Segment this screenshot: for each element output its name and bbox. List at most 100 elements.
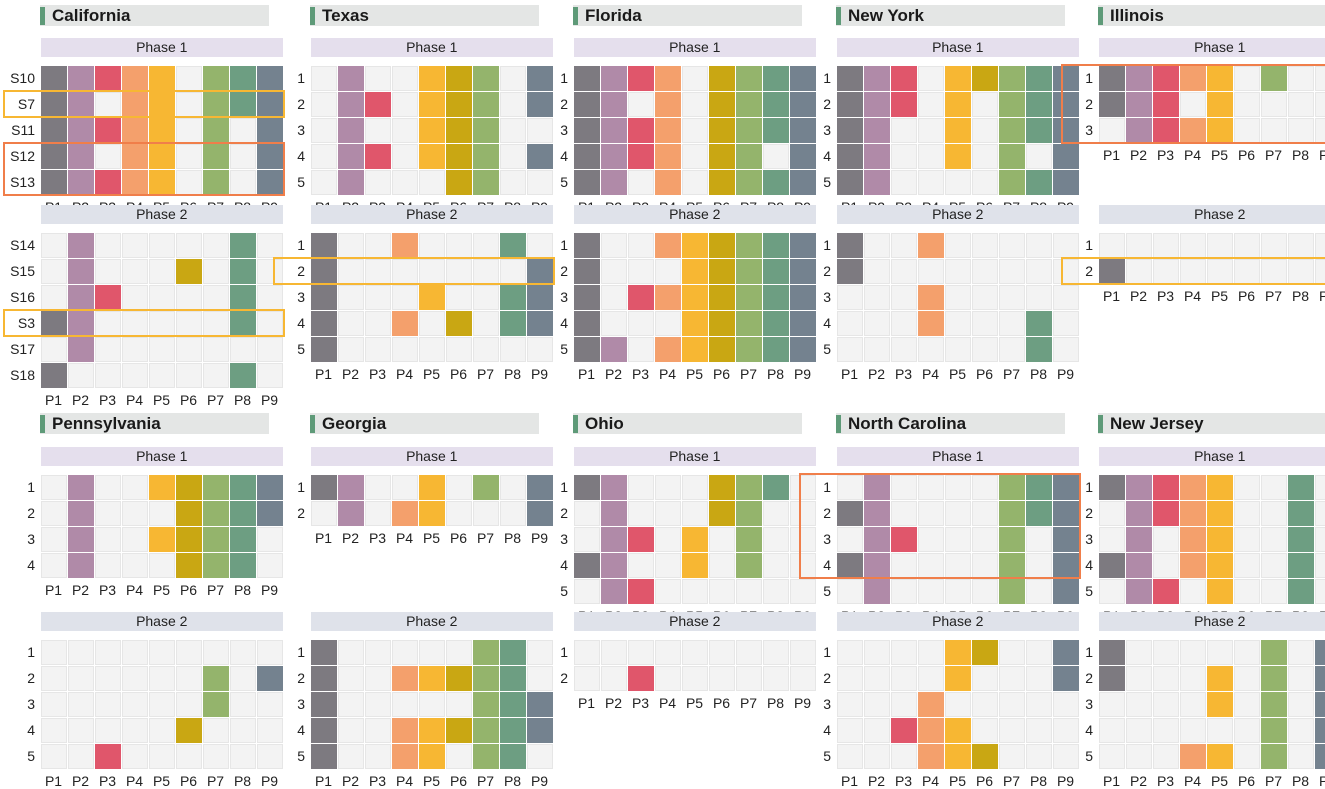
heat-cell-P2 xyxy=(601,527,627,552)
heat-cell-P7 xyxy=(736,118,762,143)
heat-cell-empty xyxy=(891,692,917,717)
heat-cell-empty xyxy=(1026,692,1052,717)
title-accent-bar xyxy=(310,7,315,25)
heat-cell-empty xyxy=(41,285,67,310)
column-label: P3 xyxy=(98,392,117,408)
heat-cell-empty xyxy=(1126,233,1152,258)
column-label: P6 xyxy=(449,530,468,546)
heat-cell-P4 xyxy=(122,92,148,117)
row-label: S10 xyxy=(10,70,35,86)
heat-cell-empty xyxy=(1126,640,1152,665)
heat-cell-P1 xyxy=(574,170,600,195)
heat-cell-empty xyxy=(628,311,654,336)
heat-cell-P9 xyxy=(527,259,553,284)
heat-cell-P1 xyxy=(574,233,600,258)
heat-cell-empty xyxy=(338,640,364,665)
heat-cell-empty xyxy=(682,579,708,604)
heat-cell-P7 xyxy=(203,170,229,195)
heat-cell-empty xyxy=(230,744,256,769)
heat-cell-empty xyxy=(945,285,971,310)
heat-cell-P8 xyxy=(763,92,789,117)
heat-cell-P4 xyxy=(918,311,944,336)
heat-cell-empty xyxy=(1234,553,1260,578)
heat-cell-P9 xyxy=(1053,66,1079,91)
row-label: 3 xyxy=(297,696,305,712)
column-label: P5 xyxy=(948,773,967,789)
heat-cell-empty xyxy=(1126,744,1152,769)
heat-cell-P3 xyxy=(95,66,121,91)
heat-cell-empty xyxy=(1288,744,1314,769)
heat-cell-empty xyxy=(1180,259,1206,284)
heat-cell-empty xyxy=(601,233,627,258)
heat-cell-P8 xyxy=(1026,337,1052,362)
column-label: P2 xyxy=(1129,147,1148,163)
heat-cell-P1 xyxy=(837,144,863,169)
heat-cell-empty xyxy=(999,233,1025,258)
heat-cell-empty xyxy=(1261,92,1287,117)
column-label: P3 xyxy=(631,366,650,382)
heat-cell-empty xyxy=(446,259,472,284)
phase1-header: Phase 1 xyxy=(1099,447,1325,466)
heat-cell-P3 xyxy=(1153,579,1179,604)
heat-cell-empty xyxy=(918,475,944,500)
heat-cell-P8 xyxy=(500,666,526,691)
row-label: 2 xyxy=(823,505,831,521)
heat-cell-empty xyxy=(41,553,67,578)
column-label: P2 xyxy=(1129,288,1148,304)
heat-cell-P2 xyxy=(601,66,627,91)
heat-cell-empty xyxy=(392,640,418,665)
heat-cell-empty xyxy=(95,692,121,717)
heat-cell-empty xyxy=(864,744,890,769)
column-label: P4 xyxy=(921,773,940,789)
heat-cell-P8 xyxy=(1026,311,1052,336)
phase1-header: Phase 1 xyxy=(574,38,816,57)
highlight-box xyxy=(799,473,1081,579)
heat-cell-empty xyxy=(446,337,472,362)
state-title: North Carolina xyxy=(836,413,1065,434)
heat-cell-P9 xyxy=(790,144,816,169)
heat-cell-P4 xyxy=(1180,501,1206,526)
heat-cell-empty xyxy=(1234,66,1260,91)
heat-cell-empty xyxy=(122,475,148,500)
heat-cell-P5 xyxy=(1207,579,1233,604)
title-accent-bar xyxy=(1098,415,1103,433)
row-label: 1 xyxy=(1085,237,1093,253)
row-label: 1 xyxy=(297,644,305,660)
heat-cell-empty xyxy=(95,527,121,552)
heat-cell-P1 xyxy=(574,66,600,91)
heat-cell-empty xyxy=(763,640,789,665)
heat-cell-empty xyxy=(1099,579,1125,604)
state-title: New Jersey xyxy=(1098,413,1325,434)
heat-cell-empty xyxy=(682,666,708,691)
heat-cell-empty xyxy=(122,337,148,362)
heat-cell-P6 xyxy=(446,92,472,117)
heat-cell-P4 xyxy=(918,233,944,258)
heat-cell-empty xyxy=(837,311,863,336)
heat-cell-empty xyxy=(149,233,175,258)
heat-cell-empty xyxy=(945,527,971,552)
heat-cell-P7 xyxy=(203,666,229,691)
heat-cell-empty xyxy=(527,170,553,195)
heat-cell-empty xyxy=(1207,718,1233,743)
state-name: Ohio xyxy=(585,414,624,433)
phase2-header: Phase 2 xyxy=(574,205,816,224)
heat-cell-P6 xyxy=(709,144,735,169)
heat-cell-P8 xyxy=(230,259,256,284)
heat-cell-P9 xyxy=(790,170,816,195)
column-label: P2 xyxy=(867,773,886,789)
heat-cell-P1 xyxy=(574,337,600,362)
heat-cell-empty xyxy=(149,337,175,362)
heat-cell-empty xyxy=(230,692,256,717)
heat-cell-empty xyxy=(837,640,863,665)
row-label: 2 xyxy=(297,96,305,112)
column-label: P9 xyxy=(260,773,279,789)
heat-cell-P5 xyxy=(945,640,971,665)
heat-cell-empty xyxy=(1180,233,1206,258)
column-label: P2 xyxy=(1129,773,1148,789)
heat-cell-empty xyxy=(365,233,391,258)
heat-cell-empty xyxy=(41,501,67,526)
heat-cell-empty xyxy=(1053,337,1079,362)
heat-cell-empty xyxy=(864,311,890,336)
heat-cell-P5 xyxy=(1207,92,1233,117)
heat-cell-P5 xyxy=(1207,527,1233,552)
